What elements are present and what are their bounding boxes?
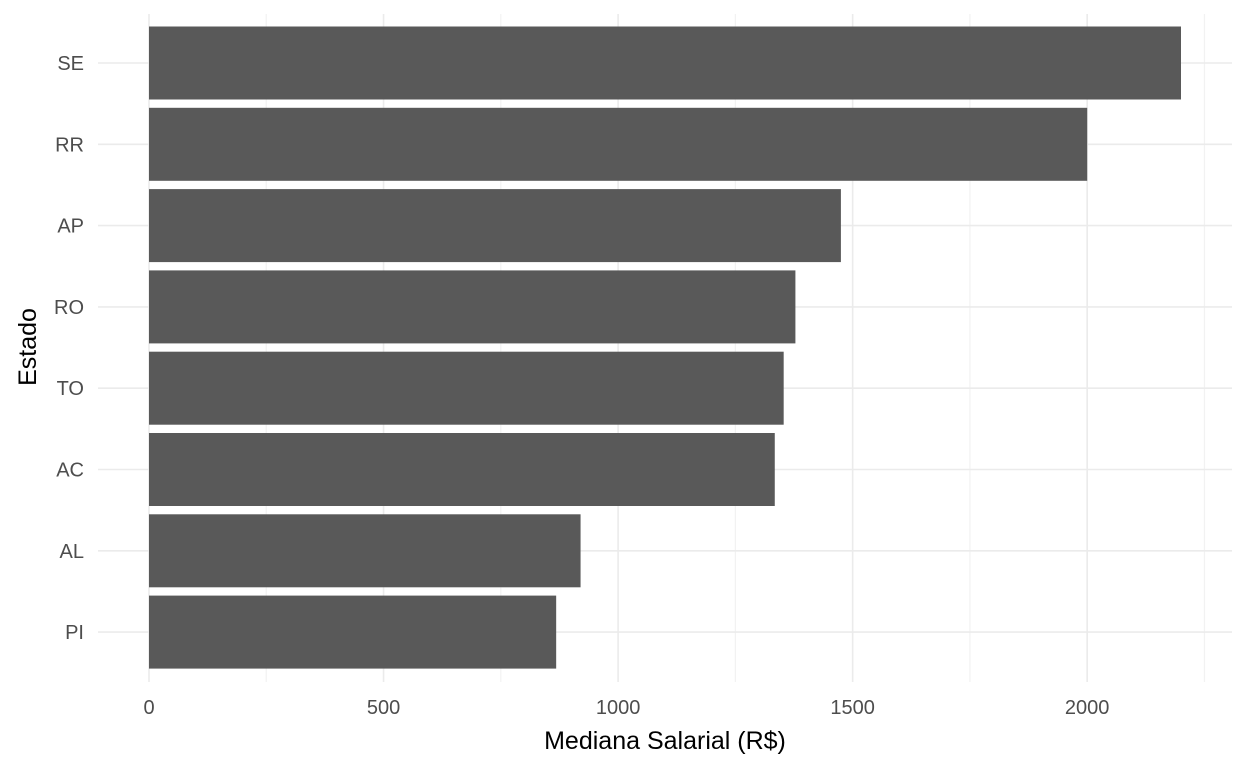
bar-al xyxy=(149,514,581,588)
y-tick-label: TO xyxy=(57,378,84,400)
x-tick-label: 0 xyxy=(143,697,154,719)
x-tick-label: 1000 xyxy=(596,697,641,719)
y-tick-label: AC xyxy=(56,460,84,482)
x-tick-label: 500 xyxy=(367,697,400,719)
y-axis-title: Estado xyxy=(14,308,42,386)
bar-ro xyxy=(149,270,796,344)
bar-se xyxy=(149,26,1181,100)
bar-ac xyxy=(149,433,775,506)
bar-to xyxy=(149,351,784,425)
bars xyxy=(149,26,1181,669)
bar-ap xyxy=(149,189,841,263)
y-tick-label: SE xyxy=(57,53,84,75)
bar-pi xyxy=(149,595,557,669)
x-tick-label: 1500 xyxy=(830,697,875,719)
y-tick-label: PI xyxy=(65,622,84,644)
x-tick-label: 2000 xyxy=(1065,697,1110,719)
y-tick-label: AP xyxy=(57,216,84,238)
y-tick-label: AL xyxy=(60,541,84,563)
y-tick-label: RO xyxy=(54,297,84,319)
bar-rr xyxy=(149,107,1088,181)
y-tick-label: RR xyxy=(55,134,84,156)
y-tick-labels: SE RR AP RO TO AC AL PI xyxy=(54,53,84,644)
x-tick-labels: 0 500 1000 1500 2000 xyxy=(143,697,1109,719)
x-axis-title: Mediana Salarial (R$) xyxy=(544,727,786,755)
